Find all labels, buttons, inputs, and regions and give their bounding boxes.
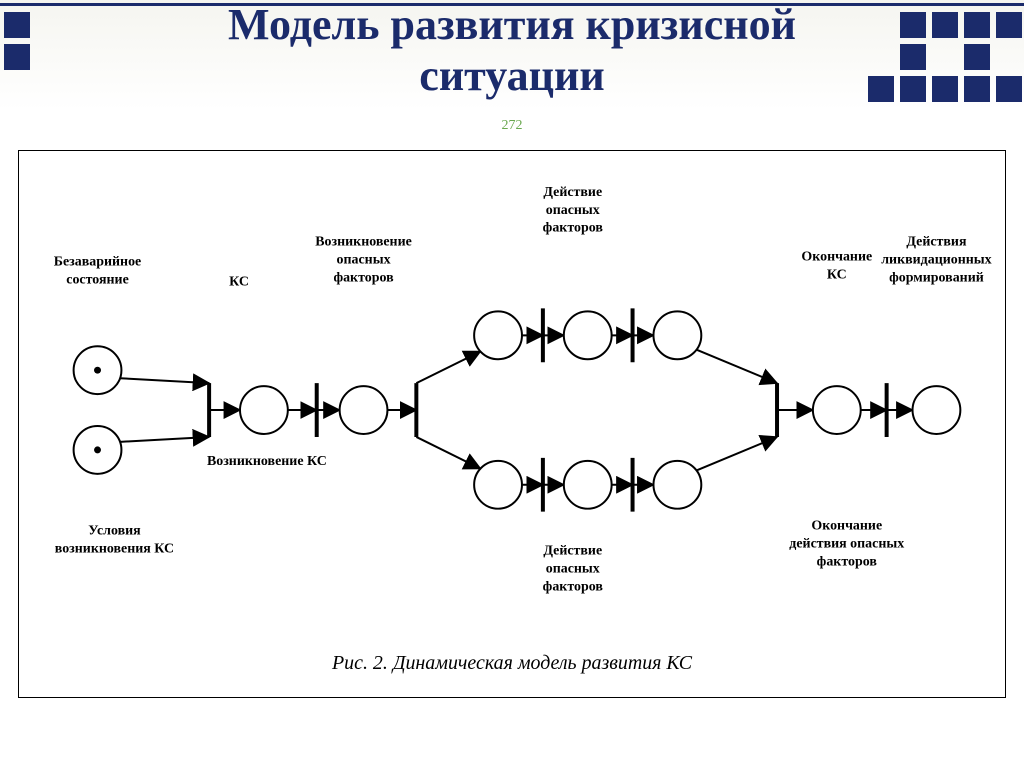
- lbl_okks: ОкончаниеКС: [801, 250, 872, 283]
- slide-title: Модель развития кризисной ситуации: [0, 0, 1024, 101]
- lbl_act_bot: Действиеопасныхфакторов: [543, 544, 604, 595]
- lbl_ks: КС: [229, 275, 249, 290]
- place-p_u1: [474, 311, 522, 359]
- title-line-1: Модель развития кризисной: [228, 0, 796, 49]
- arc: [120, 378, 209, 383]
- token: [94, 367, 101, 374]
- place-p_u2: [564, 311, 612, 359]
- figure-frame: Безаварийноесостояние Условиявозникновени…: [18, 150, 1006, 698]
- figure-caption: Рис. 2. Динамическая модель развития КС: [331, 652, 693, 674]
- lbl_liq: Действияликвидационныхформирований: [881, 235, 991, 286]
- arc: [697, 437, 778, 470]
- lbl_okact: Окончаниедействия опасныхфакторов: [789, 519, 904, 570]
- lbl_safe: Безаварийноесостояние: [54, 255, 141, 288]
- lbl_act_top: Действиеопасныхфакторов: [543, 185, 604, 236]
- place-p_l2: [564, 461, 612, 509]
- place-p_u3: [653, 311, 701, 359]
- place-p_l3: [653, 461, 701, 509]
- slide-header: Модель развития кризисной ситуации: [0, 0, 1024, 110]
- lbl_voz: Возникновениеопасныхфакторов: [315, 235, 412, 286]
- arc: [416, 437, 480, 469]
- arc: [697, 350, 778, 383]
- place-p_l1: [474, 461, 522, 509]
- place-p_voz: [340, 386, 388, 434]
- lbl_vozks: Возникновение КС: [207, 454, 327, 469]
- place-p_liq: [913, 386, 961, 434]
- petri-net-diagram: Безаварийноесостояние Условиявозникновени…: [19, 151, 1005, 697]
- page-number: 272: [0, 118, 1024, 134]
- arc: [120, 437, 209, 442]
- token: [94, 446, 101, 453]
- arc: [416, 351, 480, 383]
- place-p_ks: [240, 386, 288, 434]
- place-p_okks: [813, 386, 861, 434]
- lbl_cond: Условиявозникновения КС: [55, 524, 174, 557]
- title-line-2: ситуации: [419, 51, 604, 100]
